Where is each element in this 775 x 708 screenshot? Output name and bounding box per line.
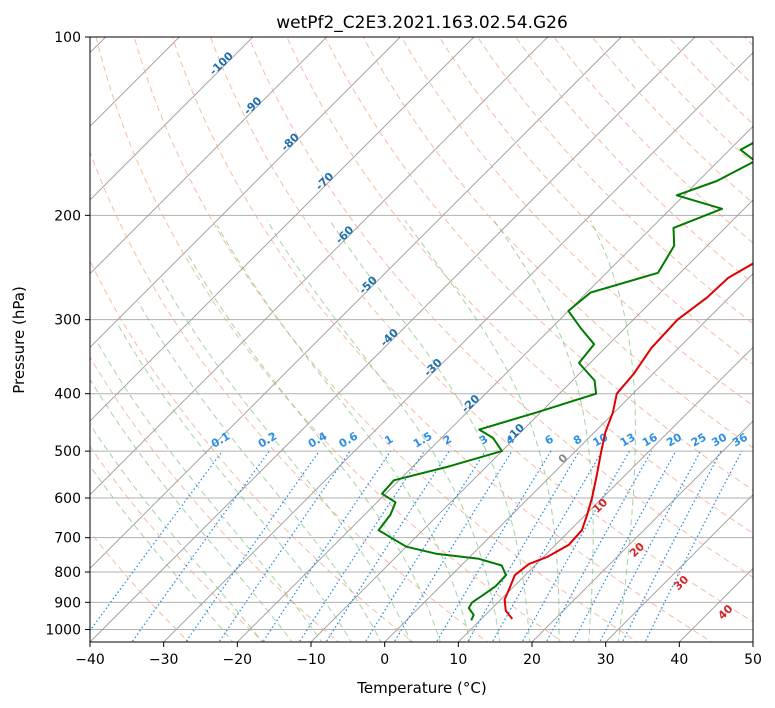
y-tick-label: 800 [54, 565, 81, 581]
x-tick-label: 50 [744, 652, 762, 668]
y-tick-label: 1000 [45, 622, 81, 638]
dry-adiabat-line [438, 37, 753, 365]
x-tick-label: −30 [149, 652, 179, 668]
isotherm-line [90, 37, 696, 642]
isotherm-line [310, 199, 753, 642]
moist-adiabat-line [90, 465, 234, 642]
dry-adiabat-line [477, 37, 753, 325]
x-tick-label: 0 [380, 652, 389, 668]
isotherm-line [163, 52, 753, 642]
dry-adiabat-line [171, 37, 713, 642]
moist-adiabat-line [137, 301, 382, 642]
mixing-ratio-line [572, 450, 677, 642]
x-tick-label: 10 [449, 652, 467, 668]
y-tick-label: 400 [54, 387, 81, 403]
dry-adiabat-line [90, 445, 265, 642]
dry-adiabat-line [400, 37, 753, 407]
mixing-ratio-line [364, 450, 486, 642]
x-tick-label: 30 [597, 652, 615, 668]
mixing-ratio-line [262, 450, 392, 642]
moist-adiabat-line [404, 220, 560, 642]
moist-adiabat-line [90, 423, 264, 642]
isotherm-line [90, 37, 475, 422]
background-lines [90, 37, 753, 642]
y-axis-label: Pressure (hPa) [10, 286, 28, 394]
moist-adiabat-line [216, 225, 471, 642]
dry-adiabat-line [210, 37, 753, 623]
isotherm-line [236, 125, 753, 642]
x-axis-label: Temperature (°C) [356, 679, 486, 697]
x-tick-label: 40 [670, 652, 688, 668]
moist-adiabat-line [266, 220, 501, 642]
mixing-ratio-line [298, 450, 425, 642]
plot-frame [89, 36, 754, 643]
axes: −40 −30 −20 −10 0 10 20 30 40 50 100 200 300 400 500 60… [45, 30, 762, 668]
dry-adiabat-line [286, 37, 753, 534]
isotherm-line [90, 37, 401, 348]
isotherm-line [90, 37, 549, 496]
dry-adiabat-line [362, 37, 753, 449]
isotherm-line [90, 37, 254, 201]
dry-adiabat-line [95, 37, 564, 642]
isotherm-line [531, 420, 753, 642]
isotherm-line [605, 494, 753, 642]
x-tick-label: −10 [296, 652, 326, 668]
isotherm-line [457, 346, 753, 642]
moist-adiabat-line [161, 278, 412, 642]
moist-adiabat-line [493, 220, 594, 642]
mixing-ratio-line [621, 450, 722, 642]
moist-adiabat-line [187, 253, 441, 642]
y-tick-label: 500 [54, 444, 81, 460]
mixing-ratio-line [466, 450, 580, 642]
y-tick-label: 900 [54, 595, 81, 611]
mixing-ratio-line [185, 450, 320, 642]
dry-adiabat-line [248, 37, 753, 578]
moist-adiabat-line [97, 342, 323, 642]
mixing-ratio-line [491, 450, 603, 642]
x-tick-label: 20 [523, 652, 541, 668]
dry-adiabat-line [90, 259, 414, 642]
mixing-ratio-line [644, 450, 743, 642]
x-tick-label: −40 [75, 652, 105, 668]
mixing-ratio-line [435, 450, 552, 642]
dry-adiabat-line [133, 37, 638, 642]
moist-adiabat-line [589, 220, 636, 642]
mixing-ratio-line [521, 450, 631, 642]
isotherm-line [90, 37, 622, 569]
isotherm-line [90, 37, 328, 275]
dry-adiabat-line [324, 37, 753, 491]
temperature-profile-line [503, 262, 753, 620]
y-tick-label: 200 [54, 208, 81, 224]
moist-adiabat-line [116, 322, 352, 642]
y-tick-label: 700 [54, 531, 81, 547]
mixing-ratio-line [218, 450, 351, 642]
moist-adiabat-line [329, 220, 530, 642]
y-tick-label: 100 [54, 30, 81, 46]
chart-title: wetPf2_C2E3.2021.163.02.54.G26 [276, 13, 568, 33]
mixing-ratio-line [599, 450, 702, 642]
x-tick-label: −20 [223, 652, 253, 668]
y-tick-label: 600 [54, 491, 81, 507]
moist-adiabat-line [90, 378, 293, 642]
isotherm-line [384, 273, 753, 642]
y-tick-label: 300 [54, 313, 81, 329]
